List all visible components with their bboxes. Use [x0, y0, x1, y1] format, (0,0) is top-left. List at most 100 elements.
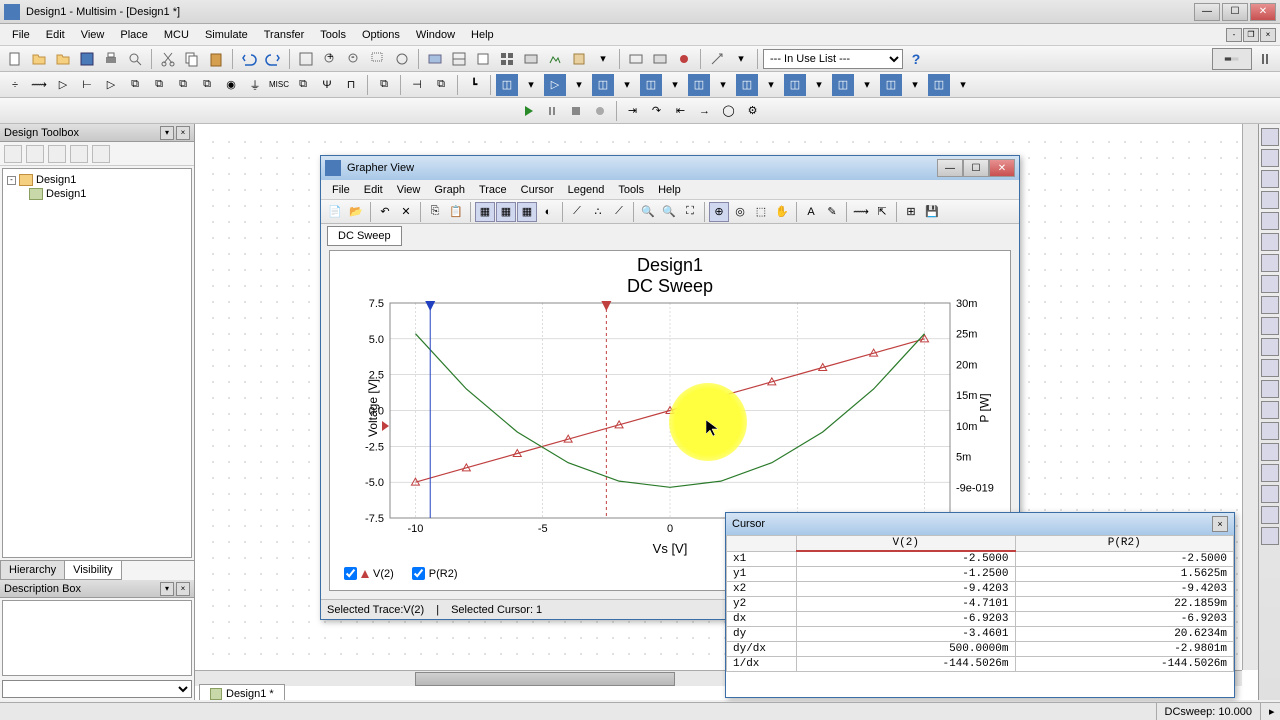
instrument-17[interactable]	[1261, 464, 1279, 482]
desc-close[interactable]: ×	[176, 582, 190, 596]
tool-c-icon[interactable]	[472, 48, 494, 70]
breakpoint-icon[interactable]: ◯	[718, 100, 740, 122]
instrument-16[interactable]	[1261, 443, 1279, 461]
gtb-line-icon[interactable]: ⟋	[567, 202, 587, 222]
copy-icon[interactable]	[181, 48, 203, 70]
menu-tools[interactable]: Tools	[312, 27, 354, 43]
zoom-area-icon[interactable]	[367, 48, 389, 70]
tb-save-icon[interactable]	[48, 145, 66, 163]
gtb-zoomfit-icon[interactable]: ⛶	[680, 202, 700, 222]
hier10-icon[interactable]: ◫	[928, 74, 950, 96]
mdi-close[interactable]: ×	[1260, 28, 1276, 42]
tool-j-icon[interactable]	[649, 48, 671, 70]
instrument-5[interactable]	[1261, 212, 1279, 230]
tb-list-icon[interactable]	[92, 145, 110, 163]
tab-hierarchy[interactable]: Hierarchy	[0, 561, 65, 580]
tool-f-icon[interactable]	[544, 48, 566, 70]
stop-icon[interactable]	[565, 100, 587, 122]
document-tab[interactable]: Design1 *	[199, 684, 285, 700]
instrument-11[interactable]	[1261, 338, 1279, 356]
comp-ttl-icon[interactable]: ⧉	[124, 74, 146, 96]
close-button[interactable]: ✕	[1250, 3, 1276, 21]
grapher-minimize[interactable]: —	[937, 159, 963, 177]
step-into-icon[interactable]: →	[694, 100, 716, 122]
tool-l-icon[interactable]	[706, 48, 728, 70]
menu-view[interactable]: View	[73, 27, 113, 43]
gmenu-cursor[interactable]: Cursor	[514, 183, 561, 197]
gtb-grid-icon[interactable]: ▦	[475, 202, 495, 222]
menu-transfer[interactable]: Transfer	[256, 27, 313, 43]
tb-new-icon[interactable]	[4, 145, 22, 163]
grapher-close[interactable]: ✕	[989, 159, 1015, 177]
place-bus-icon[interactable]: ┗	[463, 74, 485, 96]
tree-expand-icon[interactable]: -	[7, 176, 16, 185]
gmenu-graph[interactable]: Graph	[427, 183, 472, 197]
instrument-12[interactable]	[1261, 359, 1279, 377]
gtb-grid2-icon[interactable]: ▦	[496, 202, 516, 222]
plot-area[interactable]: -7.5-5.0-2.50.02.55.07.5-5m-9e-0195m10m1…	[390, 303, 950, 518]
instrument-20[interactable]	[1261, 527, 1279, 545]
gtb-copy-icon[interactable]: ⎘	[425, 202, 445, 222]
gmenu-edit[interactable]: Edit	[357, 183, 390, 197]
gtb-save2-icon[interactable]: 💾	[922, 202, 942, 222]
record-icon[interactable]	[589, 100, 611, 122]
legend-pr2[interactable]: P(R2)	[412, 567, 458, 580]
in-use-list-combo[interactable]: --- In Use List ---	[763, 49, 903, 69]
hier9-icon[interactable]: ◫	[880, 74, 902, 96]
instrument-15[interactable]	[1261, 422, 1279, 440]
hier3-icon[interactable]: ◫	[592, 74, 614, 96]
gtb-paste-icon[interactable]: 📋	[446, 202, 466, 222]
mdi-restore[interactable]: ❐	[1243, 28, 1259, 42]
canvas-vscroll[interactable]	[1242, 124, 1258, 670]
gtb-export-icon[interactable]: ⇱	[872, 202, 892, 222]
redo-icon[interactable]	[262, 48, 284, 70]
comp-diode-icon[interactable]: ▷	[52, 74, 74, 96]
grapher-titlebar[interactable]: Grapher View — ☐ ✕	[321, 156, 1019, 180]
tool-d-icon[interactable]	[496, 48, 518, 70]
comp-ind-icon[interactable]: ◉	[220, 74, 242, 96]
comp-mixed-icon[interactable]: ⧉	[196, 74, 218, 96]
description-body[interactable]	[2, 600, 192, 676]
print-icon[interactable]	[100, 48, 122, 70]
tool-b-icon[interactable]	[448, 48, 470, 70]
gmenu-legend[interactable]: Legend	[561, 183, 612, 197]
open2-icon[interactable]	[52, 48, 74, 70]
step-over-icon[interactable]: ↷	[646, 100, 668, 122]
open-icon[interactable]	[28, 48, 50, 70]
comp-cmos-icon[interactable]: ⧉	[148, 74, 170, 96]
gtb-zoomout-icon[interactable]: 🔍	[659, 202, 679, 222]
menu-simulate[interactable]: Simulate	[197, 27, 256, 43]
instrument-10[interactable]	[1261, 317, 1279, 335]
comp-connector-icon[interactable]: ⊣	[406, 74, 428, 96]
step-in-icon[interactable]: ⇥	[622, 100, 644, 122]
minimize-button[interactable]: —	[1194, 3, 1220, 21]
instrument-13[interactable]	[1261, 380, 1279, 398]
paste-icon[interactable]	[205, 48, 227, 70]
menu-options[interactable]: Options	[354, 27, 408, 43]
gtb-open-icon[interactable]: 📂	[346, 202, 366, 222]
description-combo[interactable]	[2, 680, 192, 698]
instrument-3[interactable]	[1261, 170, 1279, 188]
comp-misc-icon[interactable]: ⧉	[172, 74, 194, 96]
instrument-14[interactable]	[1261, 401, 1279, 419]
comp-misc2-icon[interactable]: MISC	[268, 74, 290, 96]
hier7-dd[interactable]: ▾	[808, 74, 830, 96]
instrument-18[interactable]	[1261, 485, 1279, 503]
tab-visibility[interactable]: Visibility	[64, 561, 122, 580]
comp-basic-icon[interactable]: ⟿	[28, 74, 50, 96]
gtb-excel-icon[interactable]: ⊞	[901, 202, 921, 222]
tree-root[interactable]: - Design1	[7, 173, 187, 187]
hier4-dd[interactable]: ▾	[664, 74, 686, 96]
tb-del-icon[interactable]	[70, 145, 88, 163]
gtb-bw-icon[interactable]: ◐	[538, 202, 558, 222]
menu-help[interactable]: Help	[463, 27, 502, 43]
tool-e-icon[interactable]	[520, 48, 542, 70]
hier5-icon[interactable]: ◫	[688, 74, 710, 96]
zoom-in-icon[interactable]: +	[319, 48, 341, 70]
menu-window[interactable]: Window	[408, 27, 463, 43]
comp-source-icon[interactable]: ÷	[4, 74, 26, 96]
gtb-select-icon[interactable]: ⬚	[751, 202, 771, 222]
pause-sim-icon[interactable]	[1254, 48, 1276, 70]
cursor-titlebar[interactable]: Cursor ×	[726, 513, 1234, 535]
instrument-1[interactable]	[1261, 128, 1279, 146]
